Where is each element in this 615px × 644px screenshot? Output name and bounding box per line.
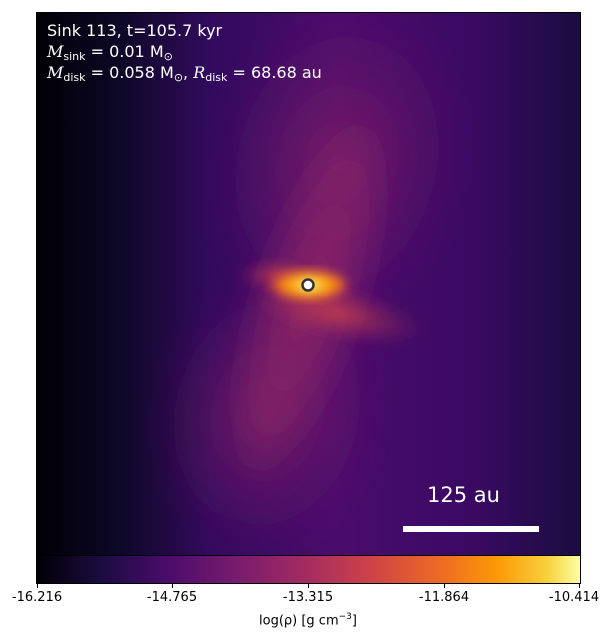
sink-mass-value: = 0.01 M xyxy=(85,42,164,61)
disk-mass-sub: disk xyxy=(63,71,86,84)
colorbar-title-text: log(ρ) [g cm xyxy=(259,613,339,629)
colorbar-tick xyxy=(444,583,445,588)
colorbar-tick-label: -10.414 xyxy=(548,590,600,605)
disk-properties: Mdisk = 0.058 M⊙, Rdisk = 68.68 au xyxy=(47,63,322,84)
density-map: Sink 113, t=105.7 kyr Msink = 0.01 M⊙ Md… xyxy=(36,12,581,557)
colorbar-tick xyxy=(37,583,38,588)
density-image xyxy=(37,13,580,556)
colorbar-tick-label: -13.315 xyxy=(282,590,334,605)
colorbar-title: log(ρ) [g cm−3] xyxy=(259,612,357,628)
scale-bar xyxy=(403,526,539,532)
colorbar-tick-label: -14.765 xyxy=(146,590,198,605)
colorbar-title-end: ] xyxy=(351,613,357,629)
colorbar-tick-label: -16.216 xyxy=(11,590,63,605)
disk-mass-symbol: M xyxy=(47,63,64,82)
sink-mass-sub: sink xyxy=(63,50,86,63)
sun-symbol: ⊙ xyxy=(163,50,173,63)
colorbar-tick-label: -11.864 xyxy=(418,590,470,605)
disk-mass-value: = 0.058 M xyxy=(85,63,174,82)
sink-mass: Msink = 0.01 M⊙ xyxy=(47,42,173,66)
sink-marker xyxy=(301,278,315,292)
scale-bar-label: 125 au xyxy=(427,483,500,507)
colorbar xyxy=(36,555,581,584)
disk-radius-sub: disk xyxy=(205,71,228,84)
sink-mass-symbol: M xyxy=(47,42,64,61)
sink-title: Sink 113, t=105.7 kyr xyxy=(47,21,223,40)
colorbar-tick xyxy=(172,583,173,588)
colorbar-title-exp: −3 xyxy=(338,612,352,622)
disk-radius-symbol: R xyxy=(193,63,206,82)
disk-radius-value: = 68.68 au xyxy=(227,63,322,82)
sun-symbol: ⊙ xyxy=(173,71,184,84)
colorbar-tick xyxy=(579,583,580,588)
colorbar-tick xyxy=(308,583,309,588)
